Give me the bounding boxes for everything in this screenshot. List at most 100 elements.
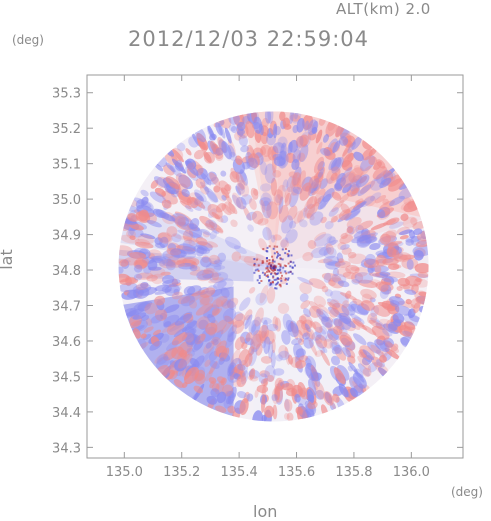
speckle-positive bbox=[205, 322, 218, 335]
speckle-negative bbox=[357, 184, 372, 197]
speckle-positive bbox=[287, 354, 294, 365]
speckle-positive bbox=[309, 300, 324, 315]
speckle-positive bbox=[272, 234, 282, 241]
center-noise bbox=[267, 275, 270, 278]
speckle-negative bbox=[319, 147, 331, 157]
center-noise bbox=[276, 282, 278, 285]
speckle-negative bbox=[365, 232, 378, 239]
center-noise bbox=[289, 265, 292, 268]
speckle-negative bbox=[154, 163, 164, 172]
center-noise bbox=[274, 283, 277, 286]
speckle-negative bbox=[349, 387, 359, 398]
speckle-negative bbox=[240, 194, 253, 205]
speckle-negative bbox=[146, 220, 162, 228]
speckle-negative bbox=[281, 330, 291, 345]
speckle-positive bbox=[283, 413, 290, 420]
center-noise bbox=[276, 245, 279, 248]
center-noise bbox=[258, 274, 261, 277]
speckle-positive bbox=[330, 213, 343, 223]
speckle-positive bbox=[220, 377, 227, 386]
speckle-negative bbox=[183, 285, 196, 296]
speckle-negative bbox=[227, 371, 239, 383]
speckle-negative bbox=[379, 177, 392, 189]
speckle-positive bbox=[290, 183, 303, 196]
y-axis-ticks: 34.3 34.4 34.5 34.6 34.7 34.8 34.9 35.0 35.1 35.2… bbox=[52, 87, 463, 456]
y-tick-label: 35.1 bbox=[52, 158, 81, 173]
speckle-positive bbox=[195, 237, 208, 246]
speckle-negative bbox=[344, 208, 361, 221]
speckle-negative bbox=[315, 389, 325, 400]
speckle-negative bbox=[227, 364, 235, 377]
speckle-negative bbox=[206, 171, 217, 182]
center-noise bbox=[256, 268, 259, 271]
speckle-negative bbox=[356, 236, 371, 248]
speckle-positive bbox=[182, 235, 200, 243]
speckle-negative bbox=[399, 337, 411, 346]
speckle-positive bbox=[301, 319, 313, 330]
speckle-positive bbox=[369, 272, 381, 277]
center-noise bbox=[271, 261, 274, 264]
speckle-positive bbox=[135, 257, 149, 267]
speckle-negative bbox=[331, 156, 344, 174]
speckle-negative bbox=[154, 289, 172, 295]
speckle-negative bbox=[267, 341, 274, 359]
speckle-positive bbox=[274, 317, 282, 332]
speckle-positive bbox=[193, 385, 204, 394]
speckle-negative bbox=[217, 252, 227, 263]
center-noise bbox=[260, 280, 263, 282]
speckle-negative bbox=[194, 192, 205, 202]
speckle-positive bbox=[318, 303, 331, 315]
speckle-positive bbox=[154, 187, 166, 197]
center-noise bbox=[273, 245, 276, 248]
speckle-positive bbox=[157, 231, 173, 244]
speckle-positive bbox=[258, 324, 269, 342]
speckle-positive bbox=[205, 369, 214, 382]
speckle-negative bbox=[309, 211, 324, 226]
speckle-positive bbox=[353, 165, 365, 176]
center-noise bbox=[274, 287, 277, 290]
speckle-negative bbox=[196, 246, 205, 257]
speckle-positive bbox=[351, 178, 358, 185]
speckle-negative bbox=[406, 258, 414, 271]
speckle-positive bbox=[199, 295, 214, 306]
speckle-positive bbox=[340, 171, 356, 188]
speckle-positive bbox=[236, 179, 250, 197]
speckle-positive bbox=[224, 201, 236, 215]
speckle-negative bbox=[151, 255, 172, 264]
speckle-negative bbox=[163, 321, 172, 328]
center-noise bbox=[268, 245, 271, 248]
speckle-negative bbox=[273, 156, 286, 167]
center-noise bbox=[274, 265, 277, 268]
speckle-negative bbox=[302, 332, 311, 340]
speckle-positive bbox=[257, 218, 269, 226]
center-noise bbox=[265, 257, 268, 260]
speckle-positive bbox=[410, 217, 417, 226]
speckle-positive bbox=[199, 141, 208, 152]
speckle-positive bbox=[175, 245, 196, 252]
speckle-positive bbox=[199, 215, 215, 228]
speckle-positive bbox=[214, 319, 228, 333]
speckle-positive bbox=[177, 296, 191, 305]
speckle-negative bbox=[250, 316, 261, 336]
speckle-negative bbox=[351, 136, 362, 150]
center-noise bbox=[273, 252, 276, 255]
speckle-negative bbox=[215, 147, 224, 156]
speckle-positive bbox=[204, 223, 215, 231]
speckle-negative bbox=[227, 331, 236, 343]
speckle-negative bbox=[282, 179, 289, 192]
speckle-positive bbox=[129, 235, 136, 240]
center-noise bbox=[287, 277, 290, 280]
speckle-positive bbox=[188, 300, 198, 309]
speckle-positive bbox=[346, 226, 354, 234]
center-noise bbox=[262, 248, 265, 250]
speckle-negative bbox=[244, 337, 254, 346]
speckle-negative bbox=[154, 243, 166, 249]
speckle-negative bbox=[317, 195, 325, 205]
speckle-positive bbox=[399, 234, 409, 240]
speckle-negative bbox=[255, 292, 268, 306]
speckle-negative bbox=[159, 212, 176, 222]
speckle-negative bbox=[179, 248, 197, 260]
speckle-positive bbox=[341, 247, 352, 255]
speckle-negative bbox=[222, 308, 237, 322]
speckle-positive bbox=[211, 271, 220, 281]
